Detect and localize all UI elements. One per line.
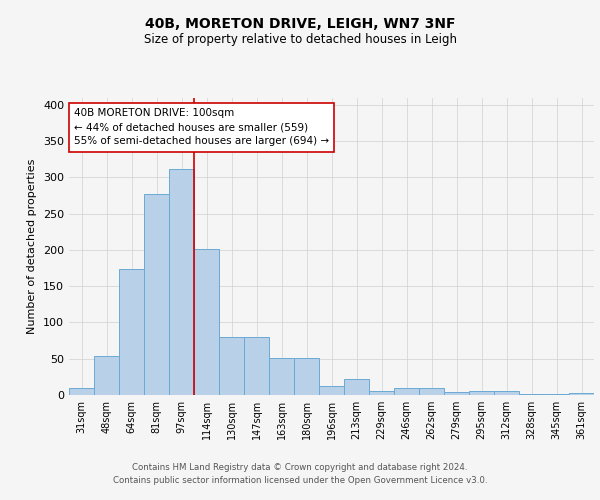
Bar [294, 358, 319, 395]
Bar [494, 392, 519, 395]
Bar [169, 168, 194, 395]
Bar [119, 268, 144, 395]
Bar [544, 394, 569, 395]
Bar [394, 388, 419, 395]
Text: Contains HM Land Registry data © Crown copyright and database right 2024.: Contains HM Land Registry data © Crown c… [132, 464, 468, 472]
Bar [269, 358, 294, 395]
Bar [369, 392, 394, 395]
Bar [194, 249, 219, 395]
Text: Size of property relative to detached houses in Leigh: Size of property relative to detached ho… [143, 32, 457, 46]
Bar [319, 386, 344, 395]
Bar [69, 388, 94, 395]
Y-axis label: Number of detached properties: Number of detached properties [28, 158, 37, 334]
Bar [469, 392, 494, 395]
Bar [569, 393, 594, 395]
Bar [419, 388, 444, 395]
Bar [444, 392, 469, 395]
Bar [244, 337, 269, 395]
Bar [219, 337, 244, 395]
Text: Contains public sector information licensed under the Open Government Licence v3: Contains public sector information licen… [113, 476, 487, 485]
Bar [144, 194, 169, 395]
Bar [344, 379, 369, 395]
Bar [519, 394, 544, 395]
Text: 40B, MORETON DRIVE, LEIGH, WN7 3NF: 40B, MORETON DRIVE, LEIGH, WN7 3NF [145, 18, 455, 32]
Bar [94, 356, 119, 395]
Text: 40B MORETON DRIVE: 100sqm
← 44% of detached houses are smaller (559)
55% of semi: 40B MORETON DRIVE: 100sqm ← 44% of detac… [74, 108, 329, 146]
